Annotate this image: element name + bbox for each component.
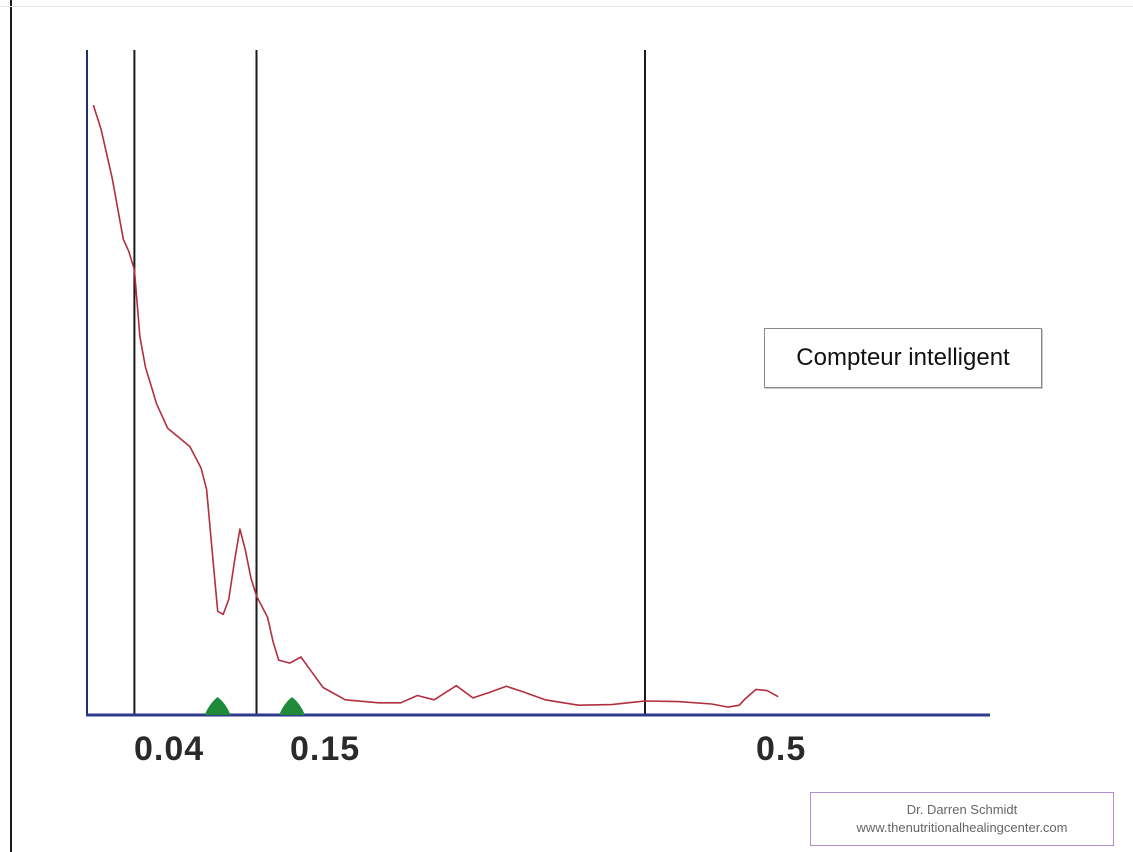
annotation-text: Compteur intelligent bbox=[796, 344, 1010, 371]
credit-name: Dr. Darren Schmidt bbox=[906, 802, 1018, 817]
band-boundary-lines bbox=[133, 50, 646, 715]
credit-site: www.thenutritionalhealingcenter.com bbox=[856, 820, 1068, 835]
spectrum-series bbox=[92, 104, 779, 708]
peak-markers bbox=[204, 697, 306, 715]
x-tick-label-0.5: 0.5 bbox=[756, 730, 807, 768]
peak-marker-0 bbox=[204, 697, 231, 715]
spectrum-line-0 bbox=[92, 104, 779, 708]
left-frame-border bbox=[10, 0, 12, 852]
x-tick-label-0.15: 0.15 bbox=[290, 730, 361, 768]
chart-axes bbox=[86, 50, 990, 717]
annotation-callout: Compteur intelligent bbox=[764, 328, 1042, 388]
x-tick-label-0.04: 0.04 bbox=[134, 730, 205, 768]
top-frame-border bbox=[0, 6, 1133, 7]
peak-marker-1 bbox=[279, 697, 306, 715]
credit-box: Dr. Darren Schmidt www.thenutritionalhea… bbox=[810, 792, 1114, 846]
